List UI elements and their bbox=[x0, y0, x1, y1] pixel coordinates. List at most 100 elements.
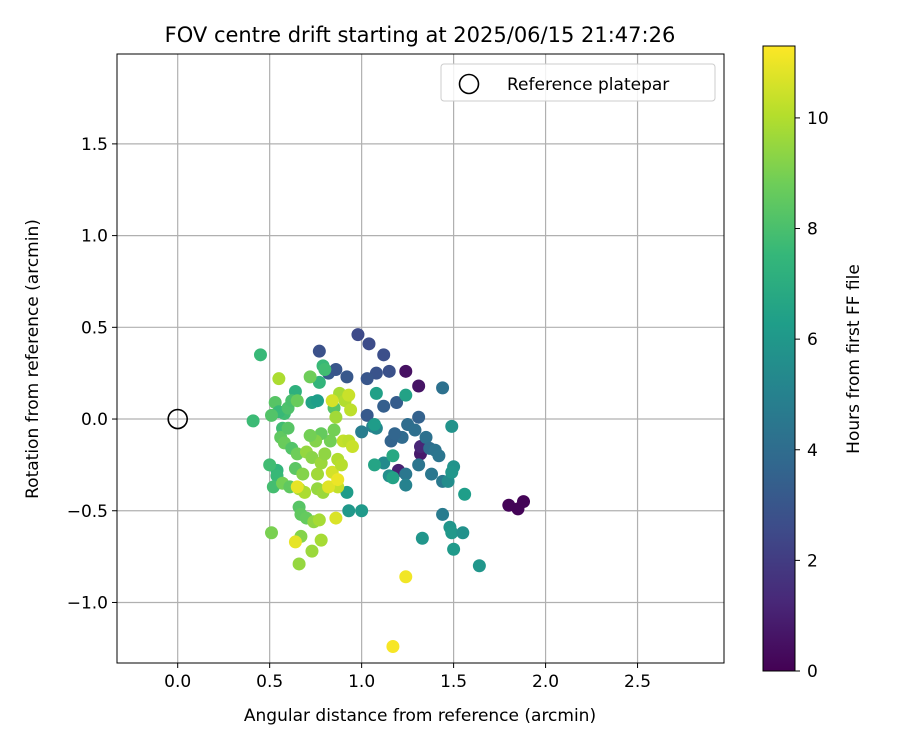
x-axis-label: Angular distance from reference (arcmin) bbox=[244, 706, 596, 726]
data-point bbox=[344, 403, 358, 417]
colorbar-ticks: 0 2 4 6 8 10 bbox=[795, 109, 829, 682]
data-point bbox=[322, 480, 336, 494]
grid bbox=[117, 54, 724, 663]
data-point bbox=[312, 344, 326, 358]
data-point bbox=[325, 394, 339, 408]
axis-ticks: 0.0 0.5 1.0 1.5 2.0 2.5 −1.0 −0.5 0.0 0.5 1.0 1.5 bbox=[67, 135, 651, 692]
data-point bbox=[432, 449, 446, 463]
legend-marker-icon bbox=[458, 73, 480, 95]
reference-platepar-marker bbox=[167, 408, 188, 430]
data-point bbox=[412, 379, 426, 393]
data-point bbox=[456, 526, 470, 540]
data-point bbox=[412, 410, 426, 424]
axes-frame bbox=[116, 53, 725, 664]
data-point bbox=[246, 414, 260, 428]
data-point bbox=[399, 570, 413, 584]
data-point bbox=[360, 372, 374, 386]
x-tick-label: 0.0 bbox=[164, 672, 191, 692]
x-tick-label: 2.0 bbox=[532, 672, 559, 692]
data-point bbox=[377, 399, 391, 413]
x-tick-label: 1.0 bbox=[348, 672, 375, 692]
data-point bbox=[386, 471, 400, 485]
data-point bbox=[386, 449, 400, 463]
colorbar-tick-label: 0 bbox=[807, 662, 818, 682]
colorbar-gradient bbox=[762, 45, 796, 672]
y-tick-label: 1.0 bbox=[81, 227, 108, 247]
data-point bbox=[399, 364, 413, 378]
data-point bbox=[362, 337, 376, 351]
data-point bbox=[445, 526, 459, 540]
data-point bbox=[265, 526, 279, 540]
data-point bbox=[342, 504, 356, 518]
data-point bbox=[340, 370, 354, 384]
data-point bbox=[263, 458, 277, 472]
y-tick-label: 0.0 bbox=[81, 410, 108, 430]
data-point bbox=[472, 559, 486, 573]
y-tick-label: 0.5 bbox=[81, 318, 108, 338]
y-tick-label: −1.0 bbox=[67, 593, 108, 613]
colorbar-tick-label: 6 bbox=[807, 330, 818, 350]
data-point bbox=[382, 364, 396, 378]
data-point bbox=[318, 363, 332, 377]
data-point bbox=[272, 372, 286, 386]
data-point bbox=[323, 434, 337, 448]
colorbar-tick-label: 8 bbox=[807, 220, 818, 240]
y-tick-label: 1.5 bbox=[81, 135, 108, 155]
data-point bbox=[305, 544, 319, 558]
data-point bbox=[445, 419, 459, 433]
x-tick-label: 0.5 bbox=[256, 672, 283, 692]
legend: Reference platepar bbox=[440, 63, 716, 102]
data-point bbox=[288, 535, 302, 549]
data-point bbox=[355, 504, 369, 518]
data-point bbox=[517, 495, 531, 509]
x-tick-label: 2.5 bbox=[624, 672, 651, 692]
data-point bbox=[390, 396, 404, 410]
data-point bbox=[290, 480, 304, 494]
data-point bbox=[386, 639, 400, 653]
data-point bbox=[281, 421, 295, 435]
data-point bbox=[377, 348, 391, 362]
colorbar-tick-label: 10 bbox=[807, 109, 829, 129]
legend-box bbox=[440, 63, 716, 102]
y-tick-label: −0.5 bbox=[67, 502, 108, 522]
data-point bbox=[318, 447, 332, 461]
data-point bbox=[290, 394, 304, 408]
data-point bbox=[399, 478, 413, 492]
chart-title: FOV centre drift starting at 2025/06/15 … bbox=[165, 23, 676, 47]
colorbar-label: Hours from first FF file bbox=[844, 264, 864, 454]
data-point bbox=[303, 429, 317, 443]
data-point bbox=[388, 427, 402, 441]
data-point bbox=[329, 410, 343, 424]
data-point bbox=[368, 458, 382, 472]
data-point bbox=[342, 388, 356, 402]
colorbar-tick-label: 4 bbox=[807, 441, 818, 461]
data-point bbox=[368, 418, 382, 432]
data-point bbox=[327, 423, 341, 437]
colorbar: 0 2 4 6 8 10 Hours from first FF file bbox=[762, 45, 864, 682]
data-point bbox=[415, 531, 429, 545]
data-point bbox=[310, 394, 324, 408]
data-point bbox=[329, 363, 343, 377]
colorbar-tick-label: 2 bbox=[807, 551, 818, 571]
data-point bbox=[253, 348, 267, 362]
data-point bbox=[303, 370, 317, 384]
data-point bbox=[412, 458, 426, 472]
data-point bbox=[329, 511, 343, 525]
data-point bbox=[408, 423, 422, 437]
data-point bbox=[447, 542, 461, 556]
data-point bbox=[436, 507, 450, 521]
data-point bbox=[355, 425, 369, 439]
data-point bbox=[292, 557, 306, 571]
legend-label: Reference platepar bbox=[507, 75, 669, 95]
data-point bbox=[419, 430, 433, 444]
data-point bbox=[334, 458, 348, 472]
data-point bbox=[331, 473, 345, 487]
data-point bbox=[399, 467, 413, 481]
data-point bbox=[314, 533, 328, 547]
data-point bbox=[296, 467, 310, 481]
data-point bbox=[351, 328, 365, 342]
data-point bbox=[310, 467, 324, 481]
x-tick-label: 1.5 bbox=[440, 672, 467, 692]
data-points bbox=[246, 328, 531, 653]
